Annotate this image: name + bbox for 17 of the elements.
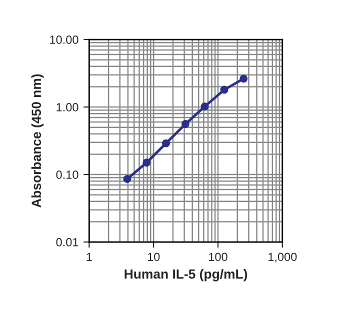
y-tick-label: 10.00 bbox=[50, 36, 78, 44]
y-tick-label: 0.10 bbox=[56, 170, 78, 179]
y-tick-label: 0.01 bbox=[56, 238, 78, 246]
point bbox=[123, 174, 132, 183]
point bbox=[142, 158, 151, 167]
point bbox=[240, 74, 248, 83]
x-axis-title: Human IL-5 (pg/mL) bbox=[124, 269, 248, 282]
point bbox=[162, 139, 170, 148]
x-tick-label: 1 bbox=[86, 252, 92, 261]
point bbox=[181, 120, 190, 128]
x-tick-label: 1,000 bbox=[268, 252, 297, 263]
point bbox=[220, 86, 228, 94]
y-axis-title: Absorbance (450 nm) bbox=[31, 74, 44, 208]
x-tick-label: 10 bbox=[148, 252, 160, 262]
y-tick-label: 1.00 bbox=[56, 103, 78, 112]
point bbox=[200, 102, 209, 110]
x-tick-label: 100 bbox=[209, 252, 228, 262]
